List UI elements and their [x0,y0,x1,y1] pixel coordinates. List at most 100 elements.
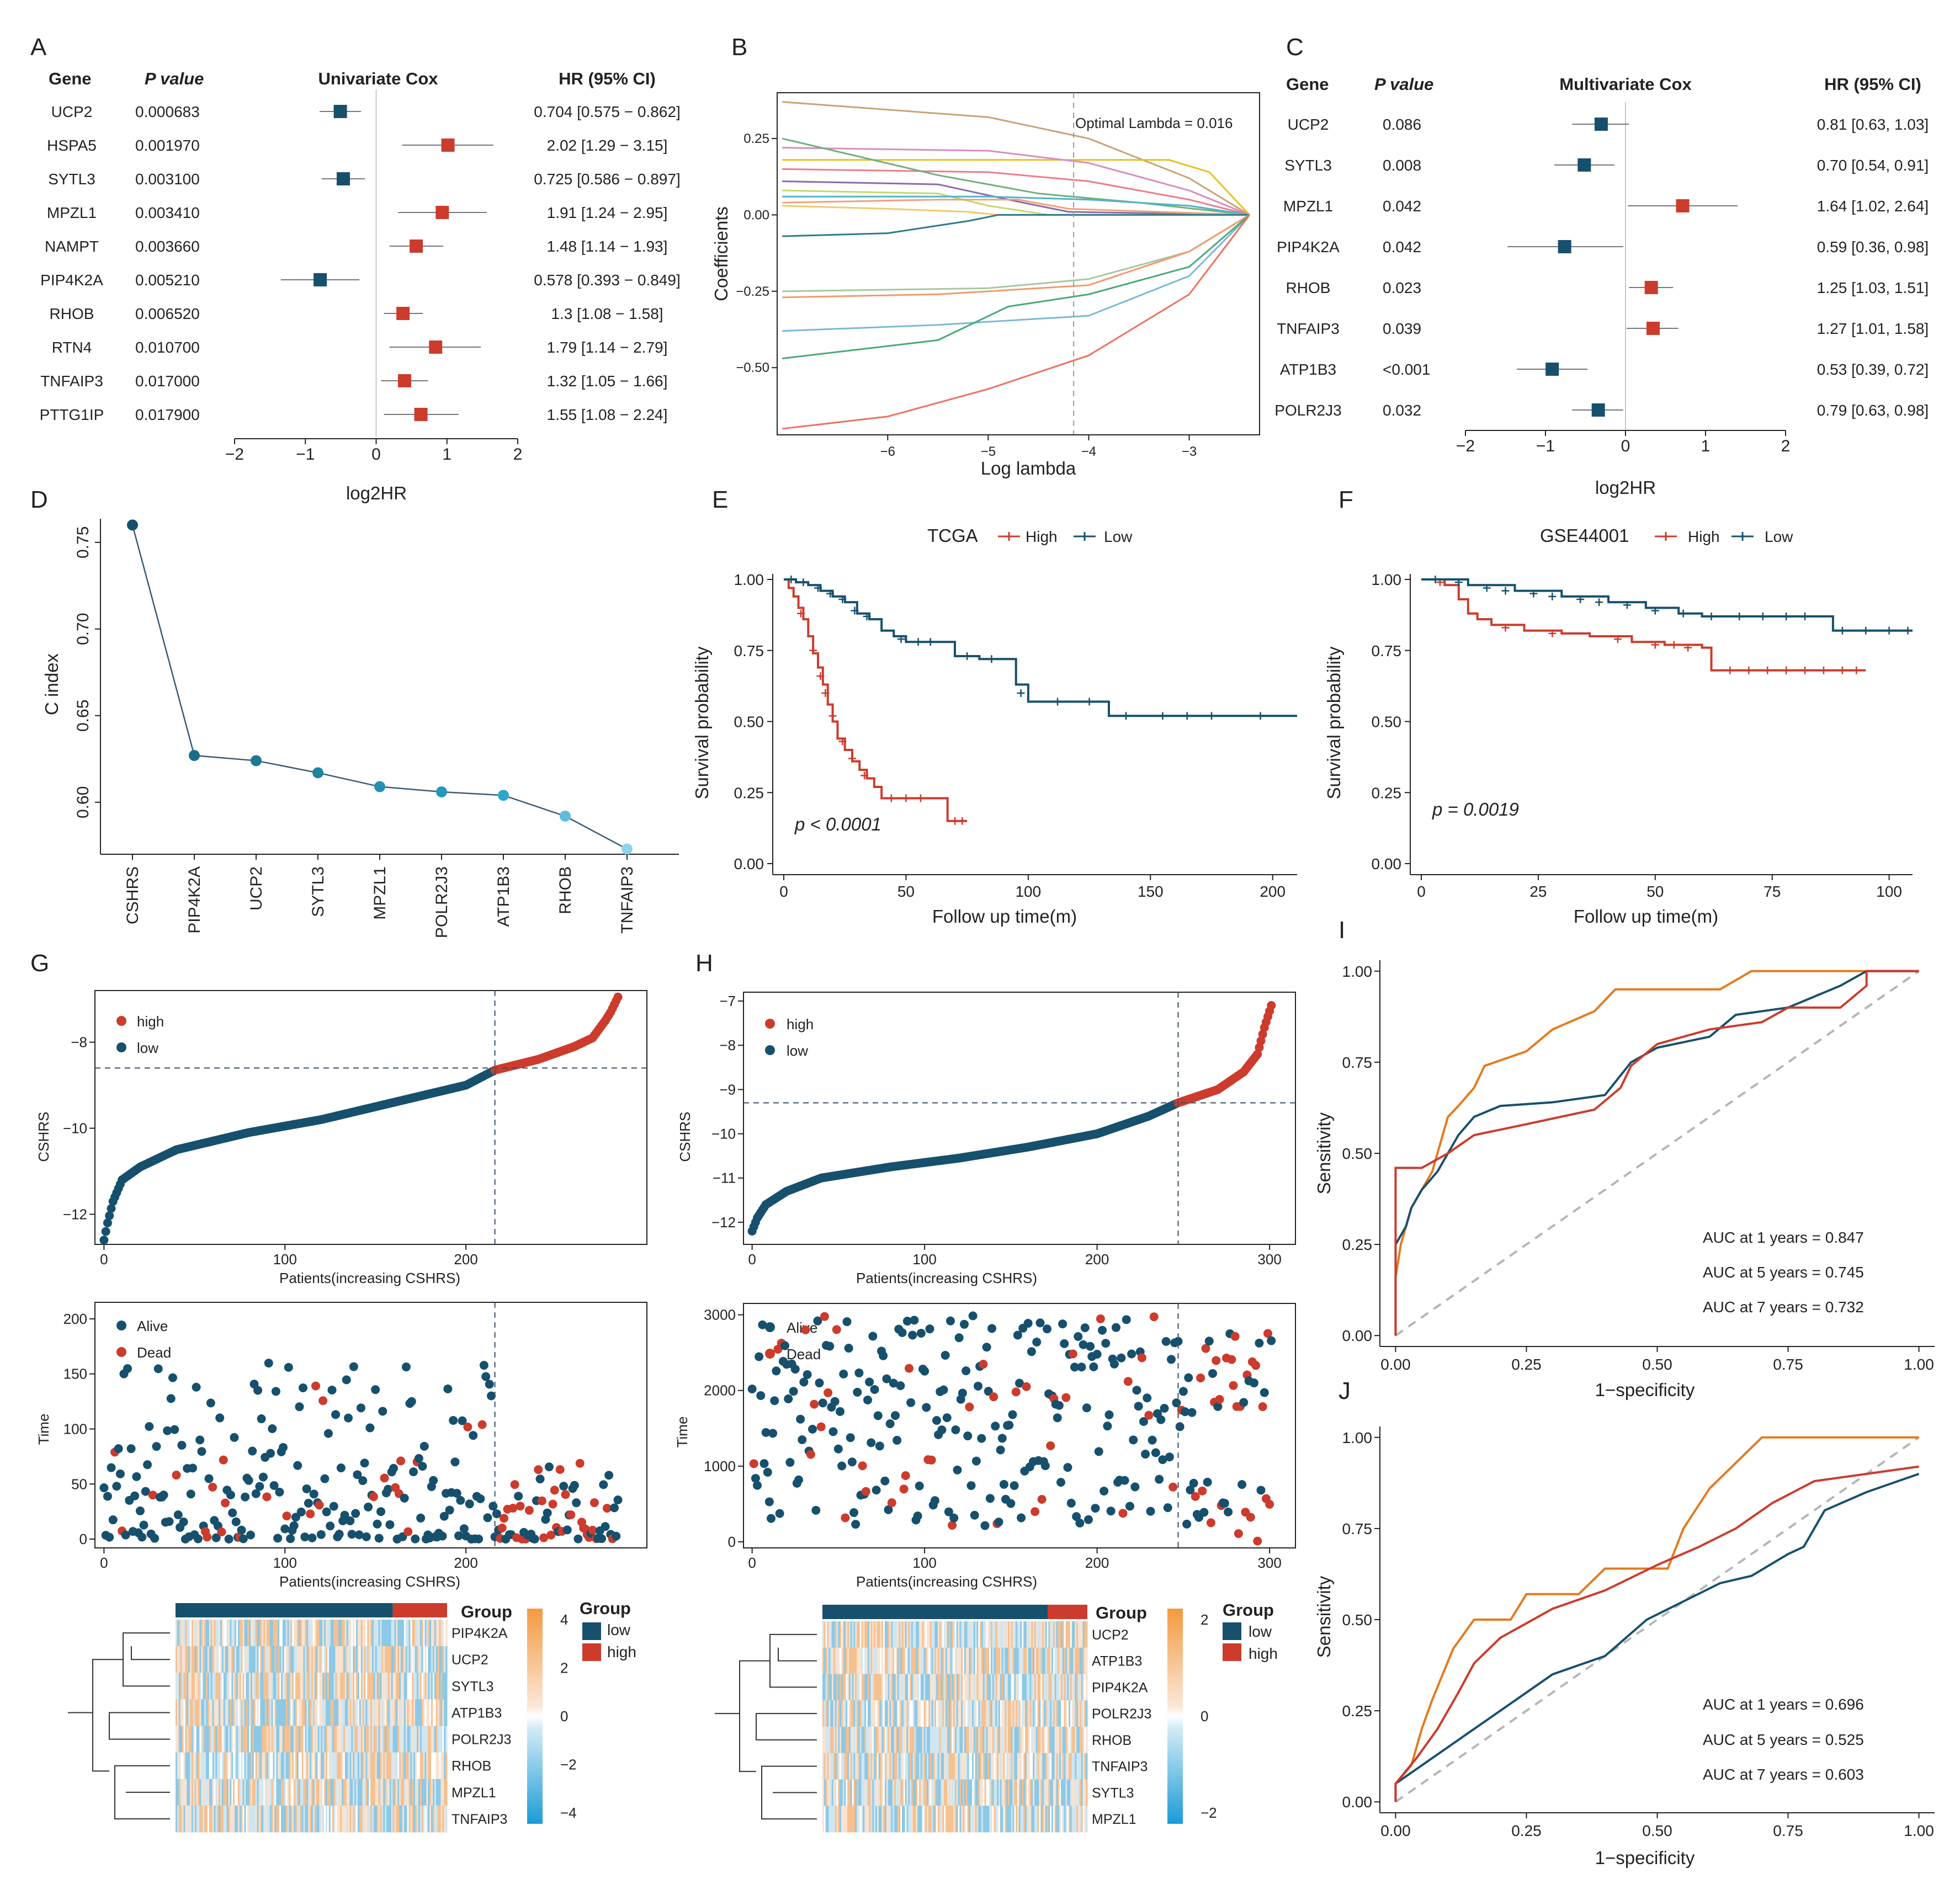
H3-heat-cell [840,1753,842,1780]
G3-heat-cell [210,1752,213,1780]
H3-heat-cell [970,1727,973,1754]
f-title: GSE44001 [1540,525,1629,546]
H3-heat-cell [884,1621,887,1648]
g2-x-axis-label: Patients(increasing CSHRS) [279,1573,460,1590]
H3-heat-cell [1061,1621,1063,1648]
H3-heat-cell [994,1700,996,1727]
H1-risk-point [1267,1001,1276,1010]
H3-heat-cell [893,1806,895,1833]
H2-time-point [953,1465,962,1475]
G3-heat-cell [439,1699,441,1726]
G3-heat-cell [263,1726,265,1753]
A-x-tick-label: 1 [442,445,452,464]
H3-heat-cell [881,1806,884,1833]
f-x-axis-label: Follow up time(m) [1574,906,1718,927]
G3-heat-cell [432,1673,435,1700]
G3-heat-cell [300,1673,302,1700]
G3-scale-label: 4 [560,1611,568,1628]
G3-heat-cell [356,1726,358,1753]
G3-heat-cell [230,1646,232,1673]
G2-time-point [137,1532,147,1542]
G3-heat-cell [349,1779,352,1806]
G3-heat-cell [281,1620,283,1647]
H3-heat-cell [880,1806,882,1833]
G3-heat-cell [351,1805,353,1833]
G2-time-point [469,1431,478,1440]
g2-legend-dead: Dead [137,1344,171,1361]
H3-heat-cell [877,1806,879,1833]
E-censor-mark [861,771,869,780]
G3-heat-cell [199,1646,201,1673]
H2-time-point [1006,1499,1016,1508]
G3-heat-cell [292,1699,294,1726]
G3-heat-cell [419,1620,422,1647]
H3-heat-cell [864,1779,867,1806]
h1-y-axis-label: CSHRS [677,1111,693,1162]
G3-heat-cell [225,1752,227,1780]
G3-heat-cell [188,1805,190,1833]
H3-heat-cell [841,1727,843,1754]
H3-heat-cell [934,1621,937,1648]
H2-time-point [790,1365,800,1374]
H3-heat-cell [891,1674,893,1701]
I-x-tick-label: 0.25 [1511,1356,1542,1373]
G3-heat-cell [290,1779,293,1806]
G3-heat-cell [180,1620,183,1647]
H3-heat-cell [910,1753,912,1780]
H2-time-point [1056,1478,1065,1487]
G3-heat-cell [242,1805,245,1833]
H3-heat-cell [1043,1779,1046,1806]
G3-heat-cell [435,1779,438,1806]
H2-time-point [1175,1422,1185,1431]
H3-heat-cell [1061,1806,1063,1833]
G3-heat-cell [344,1726,347,1753]
H3-heat-cell [880,1779,882,1806]
J-roc-curve [1394,1465,1919,1802]
H3-heat-cell [942,1727,944,1754]
H3-heat-cell [986,1647,988,1674]
G3-heat-cell [233,1726,235,1753]
G3-heat-cell [418,1726,421,1753]
H2-time-point [1198,1486,1207,1495]
H3-heat-cell [934,1806,937,1833]
H2-time-point [965,1402,974,1412]
H3-heat-cell [861,1647,863,1674]
G3-heat-cell [269,1699,272,1726]
G3-heat-cell [237,1646,240,1673]
G2-time-point [597,1534,607,1543]
H3-heat-cell [941,1700,943,1727]
G3-heat-cell [424,1646,427,1673]
H2-time-point [1080,1323,1090,1333]
G2-time-point [409,1467,418,1477]
g2-legend-alive: Alive [137,1318,168,1334]
H3-heat-cell [973,1806,976,1833]
d-cindex-point [498,790,509,801]
G3-heat-cell [324,1779,326,1806]
H3-heat-cell [835,1727,837,1754]
J-diagonal [1395,1436,1920,1803]
b-y-tick-label: −0.25 [736,284,769,299]
H3-heat-cell [855,1753,857,1780]
H3-heat-cell [964,1674,966,1701]
G3-heat-cell [276,1673,278,1700]
G3-heat-cell [282,1805,285,1833]
H3-heat-cell [840,1806,842,1833]
G3-heat-cell [344,1620,347,1647]
H3-heat-cell [842,1753,845,1780]
G3-heat-cell [346,1673,349,1700]
H3-heat-cell [916,1779,918,1806]
G2-time-point [280,1524,290,1534]
H3-heat-cell [1082,1806,1085,1833]
G3-heat-cell [187,1646,189,1673]
G3-heat-cell [191,1752,194,1780]
G3-heat-cell [396,1673,398,1700]
H3-heat-cell [852,1647,854,1674]
H3-heat-cell [833,1674,836,1701]
G3-heat-cell [394,1752,396,1780]
H3-heat-cell [1023,1727,1026,1754]
H3-heat-cell [881,1700,884,1727]
G2-time-point [380,1473,389,1483]
G2-time-point [268,1424,277,1433]
h2-y-axis-label: Time [674,1417,690,1448]
G3-heat-cell [258,1673,261,1700]
